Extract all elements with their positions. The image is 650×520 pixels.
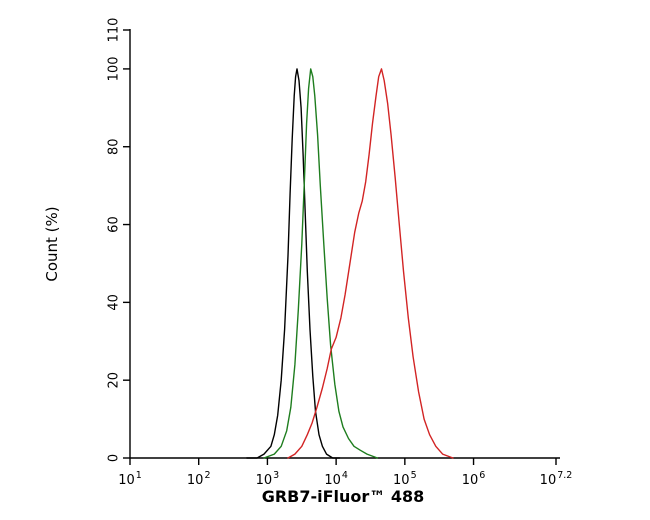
x-tick-label: 107.2 [540, 470, 573, 488]
y-axis-title: Count (%) [43, 206, 61, 281]
x-tick-label: 104 [324, 470, 348, 488]
y-tick-label: 100 [107, 56, 122, 81]
x-axis-title: GRB7-iFluor™ 488 [262, 487, 425, 506]
black-curve [246, 68, 341, 459]
x-tick-label: 102 [187, 470, 211, 488]
y-tick-label: 60 [107, 216, 122, 233]
green-curve [263, 68, 379, 459]
y-tick-label: 110 [107, 18, 122, 43]
y-tick-label: 20 [107, 372, 122, 389]
x-tick-label: 106 [462, 470, 486, 488]
y-tick-label: 40 [107, 294, 122, 311]
red-curve [287, 68, 454, 459]
x-tick-label: 103 [256, 470, 280, 488]
y-tick-label: 0 [107, 454, 122, 462]
x-tick-label: 101 [118, 470, 142, 488]
y-tick-label: 80 [107, 138, 122, 155]
x-tick-label: 105 [393, 470, 417, 488]
